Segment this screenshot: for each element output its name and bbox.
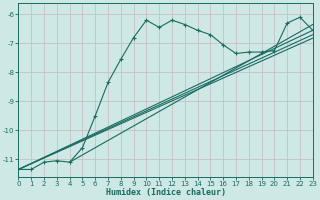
X-axis label: Humidex (Indice chaleur): Humidex (Indice chaleur) xyxy=(106,188,226,197)
